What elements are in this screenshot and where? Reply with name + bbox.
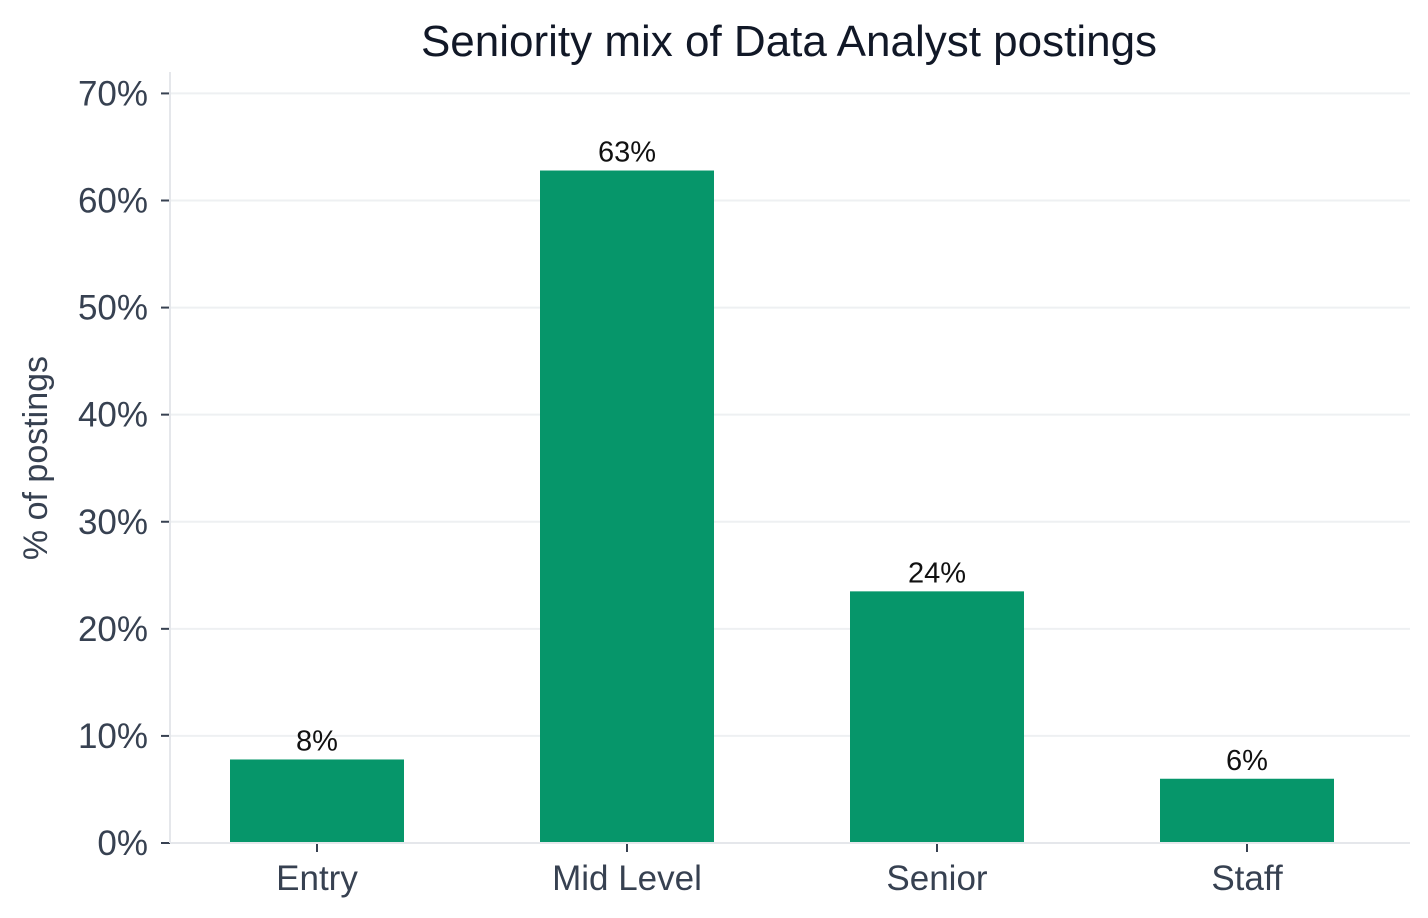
bar-mid-level	[540, 170, 714, 843]
y-tick-label: 50%	[78, 289, 148, 328]
bar-entry	[230, 759, 404, 843]
bars	[230, 170, 1334, 843]
y-tick-label: 10%	[78, 717, 148, 756]
data-label: 63%	[598, 137, 656, 169]
y-tick-label: 70%	[78, 74, 148, 113]
bar-senior	[850, 591, 1024, 843]
axes	[161, 72, 1410, 852]
labels: 0% 10% 20% 30% 40% 50% 60% 70% 8% Entry 63% Mid Lev…	[78, 74, 1283, 898]
chart-title: Seniority mix of Data Analyst postings	[421, 17, 1157, 66]
grid-lines	[170, 92, 1410, 737]
x-tick-label: Mid Level	[552, 859, 702, 898]
y-tick-label: 40%	[78, 396, 148, 435]
data-label: 6%	[1226, 745, 1268, 777]
x-tick-label: Staff	[1211, 859, 1283, 898]
y-tick-label: 0%	[97, 824, 148, 863]
y-tick-label: 60%	[78, 182, 148, 221]
y-axis-label: % of postings	[17, 356, 55, 560]
data-label: 24%	[908, 557, 966, 589]
y-tick-label: 30%	[78, 503, 148, 542]
bar-staff	[1160, 778, 1334, 843]
x-tick-label: Senior	[886, 859, 988, 898]
y-tick-label: 20%	[78, 610, 148, 649]
x-tick-label: Entry	[276, 859, 358, 898]
data-label: 8%	[296, 725, 338, 757]
